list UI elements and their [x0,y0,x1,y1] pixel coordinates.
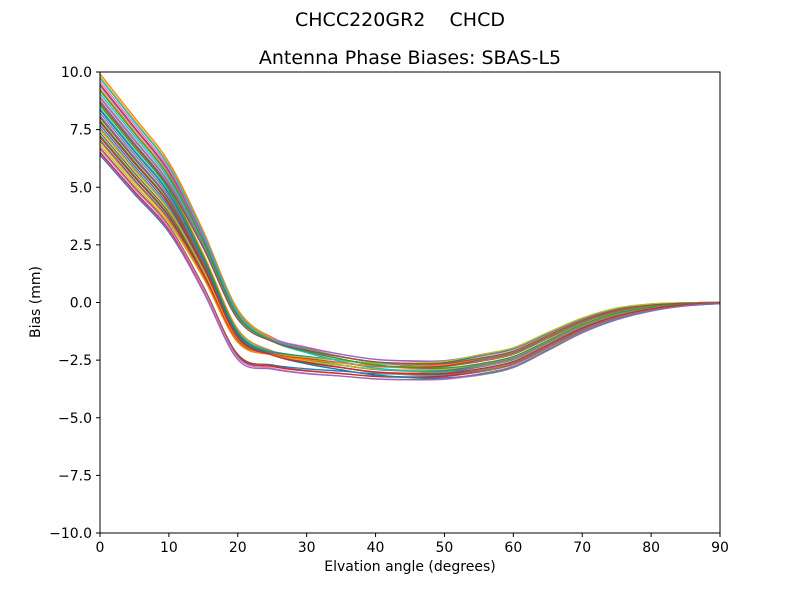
y-tick-label: 5.0 [70,180,92,196]
y-tick-label: −7.5 [58,468,92,484]
series-line [100,148,720,381]
x-tick-label: 60 [504,540,522,556]
series-line [100,90,720,369]
chart-title: Antenna Phase Biases: SBAS-L5 [258,47,562,69]
x-tick-label: 80 [642,540,660,556]
series-line [100,97,720,366]
series-line [100,129,720,371]
x-tick-label: 40 [367,540,385,556]
y-tick-label: −5.0 [58,411,92,427]
x-tick-label: 20 [229,540,247,556]
series-line [100,100,720,362]
series-line [100,153,720,381]
x-tick-label: 90 [711,540,729,556]
figure-suptitle: CHCC220GR2 CHCD [295,9,505,31]
series-line [100,121,720,375]
x-tick-label: 30 [298,540,316,556]
x-axis-label: Elvation angle (degrees) [324,559,496,575]
x-tick-label: 10 [160,540,178,556]
y-tick-label: −10.0 [49,526,92,542]
series-line [100,102,720,365]
y-tick-label: 7.5 [70,123,92,139]
x-tick-label: 0 [96,540,105,556]
series-line [100,147,720,378]
x-tick-label: 50 [436,540,454,556]
series-line [100,154,720,375]
y-tick-label: 0.0 [70,296,92,312]
series-line [100,151,720,378]
y-tick-label: 2.5 [70,238,92,254]
x-tick-label: 70 [573,540,591,556]
y-tick-label: 10.0 [61,65,92,81]
y-tick-label: −2.5 [58,353,92,369]
axes-spines [99,71,721,534]
